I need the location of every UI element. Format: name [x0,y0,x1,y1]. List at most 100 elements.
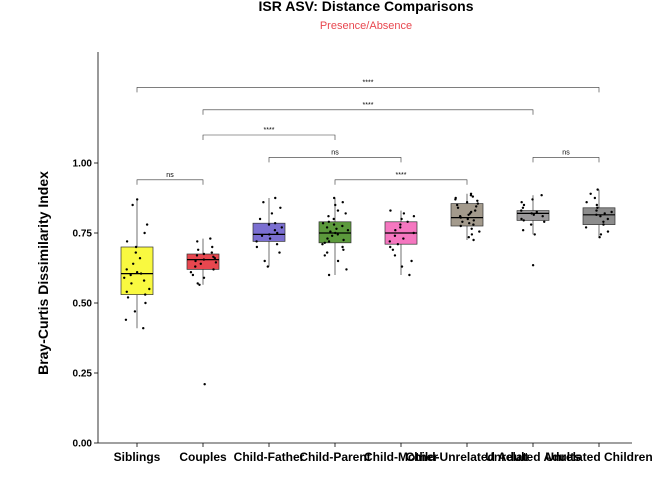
significance-bracket [532,157,600,163]
significance-bracket [136,87,600,93]
data-point [266,265,270,268]
significance-label: **** [363,102,374,109]
data-point [336,259,340,263]
data-point [134,245,138,249]
data-point [189,271,193,274]
box [252,222,286,242]
data-point [263,259,266,263]
plot-area: 0.00 0.25 0.50 0.75 1.00 Siblings Couples Child… [73,52,653,464]
data-point [388,240,391,243]
data-point [603,212,606,215]
data-point [391,248,395,251]
data-point [262,201,265,204]
data-point [599,233,603,236]
data-point [278,251,281,254]
data-point [325,226,329,229]
significance-label: **** [396,172,407,179]
data-point [332,223,336,226]
data-point [330,234,334,237]
data-point [323,241,326,244]
data-point [321,222,325,225]
data-point [203,383,206,386]
data-point [342,248,345,251]
data-point [268,237,272,240]
box [120,246,154,295]
data-point [202,258,206,261]
x-tick-label: Unrelated Children [545,450,652,464]
data-point [270,212,274,215]
data-point [148,287,151,291]
data-point [142,327,145,330]
data-point [129,273,132,277]
data-point [325,251,329,254]
data-point [327,240,331,243]
x-tick-label: Child-Mother [364,450,438,464]
significance-label: ns [562,149,570,156]
data-point [344,212,347,215]
data-point [540,194,543,197]
data-point [468,222,471,225]
data-point [455,203,459,207]
data-point [531,198,534,201]
data-point [472,223,475,226]
data-point [341,245,344,249]
data-point [345,268,348,271]
data-point [255,245,259,249]
data-point [598,236,601,239]
data-point [472,238,475,242]
data-point [202,252,206,256]
y-tick-label: 1.00 [73,159,93,170]
data-point [596,188,599,191]
data-point [323,254,326,257]
data-point [400,265,404,268]
data-point [467,213,470,216]
data-point [530,212,533,215]
data-point [470,227,473,230]
data-point [273,229,277,232]
data-point [399,226,402,229]
data-point [478,230,481,233]
data-point [258,217,262,221]
data-point [326,237,329,240]
data-point [473,209,477,212]
x-tick-label: Siblings [114,450,161,464]
data-point [336,209,340,212]
y-tick-label: 0.00 [73,439,93,450]
data-point [131,203,134,207]
data-point [459,224,462,228]
data-point [472,219,475,222]
data-point [195,254,199,257]
data-point [209,237,212,240]
data-point [255,240,258,243]
significance-bracket [268,157,402,163]
data-point [454,196,457,200]
significance-label: **** [264,127,275,134]
data-point [212,268,215,271]
data-point [543,220,546,223]
data-point [135,271,139,274]
data-point [332,196,336,200]
data-point [606,230,610,233]
data-point [467,236,470,239]
data-point [133,310,137,313]
data-point [541,215,544,218]
data-point [402,237,405,240]
data-point [469,210,473,214]
data-point [461,220,464,223]
data-point [393,254,397,257]
data-point [124,318,128,321]
data-point [469,192,473,195]
data-point [476,202,480,205]
data-point [535,210,538,214]
chart-title: ISR ASV: Distance Comparisons [259,0,474,14]
data-point [342,238,345,242]
y-tick-label: 0.50 [73,299,93,310]
data-point [476,199,479,202]
data-point [406,220,409,223]
data-point [408,273,411,277]
data-point [466,217,469,221]
data-point [410,259,413,263]
data-point [610,210,613,214]
data-point [126,296,130,299]
